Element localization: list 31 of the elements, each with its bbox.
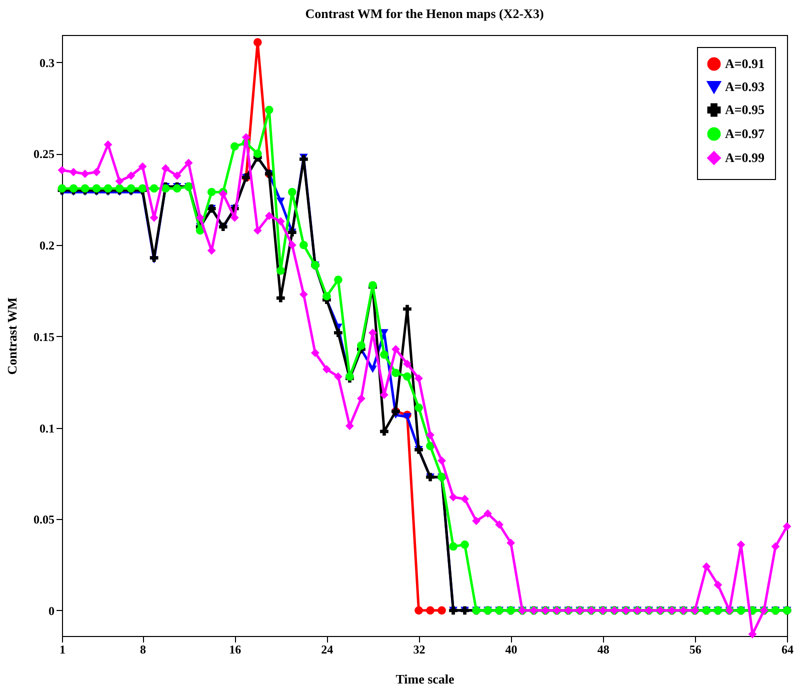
point [253, 38, 262, 46]
point [368, 366, 377, 373]
y-tick-label: 0.05 [34, 512, 54, 527]
y-tick-label: 0.3 [40, 56, 54, 70]
legend-label: A=0.99 [725, 150, 766, 165]
point [403, 413, 412, 420]
x-tick-label: 8 [140, 642, 146, 656]
y-axis-title: Contrast WM [4, 297, 20, 375]
chart-title: Contrast WM for the Henon maps (X2-X3) [305, 6, 544, 21]
point [276, 198, 285, 205]
x-tick-label: 32 [413, 642, 426, 656]
x-tick-label: 16 [229, 642, 242, 656]
x-axis-title: Time scale [396, 672, 455, 686]
y-tick-label: 0.25 [34, 147, 54, 162]
y-tick-label: 0 [48, 604, 54, 618]
legend-label: A=0.95 [725, 102, 766, 117]
x-tick-label: 48 [597, 642, 610, 656]
x-tick-label: 56 [689, 642, 702, 656]
point [426, 606, 434, 615]
legend-label: A=0.91 [725, 56, 765, 71]
x-tick-label: 1 [60, 642, 66, 656]
legend-label: A=0.97 [725, 126, 766, 141]
point [438, 606, 446, 615]
point [414, 606, 423, 615]
legend-label: A=0.93 [725, 79, 766, 94]
y-tick-label: 0.1 [40, 421, 54, 436]
y-tick-label: 0.2 [40, 238, 54, 253]
x-tick-label: 24 [321, 642, 334, 656]
x-tick-label: 40 [505, 642, 518, 656]
y-tick-label: 0.15 [34, 330, 54, 344]
x-tick-label: 64 [782, 642, 794, 656]
